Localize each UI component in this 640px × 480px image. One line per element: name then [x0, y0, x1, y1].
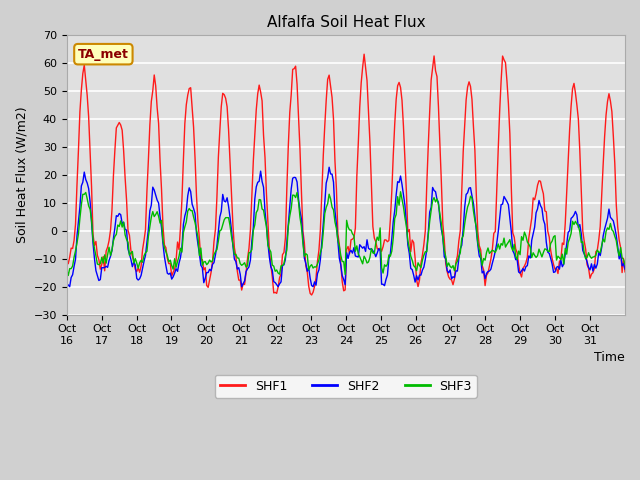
SHF3	[464, 204, 472, 210]
SHF2	[63, 284, 70, 289]
SHF3	[101, 252, 109, 258]
SHF3	[547, 240, 554, 246]
SHF1	[621, 269, 629, 275]
Line: SHF3: SHF3	[67, 192, 625, 276]
Y-axis label: Soil Heat Flux (W/m2): Soil Heat Flux (W/m2)	[15, 107, 28, 243]
SHF3	[620, 257, 627, 263]
SHF3	[83, 196, 91, 202]
SHF1	[99, 254, 107, 260]
SHF3	[63, 266, 70, 272]
SHF1	[82, 77, 90, 83]
SHF2	[621, 266, 629, 272]
SHF1	[63, 259, 70, 265]
SHF1	[351, 225, 359, 231]
SHF2	[82, 177, 90, 182]
Line: SHF1: SHF1	[67, 54, 625, 295]
SHF1	[547, 247, 554, 253]
SHF2	[462, 192, 470, 197]
Legend: SHF1, SHF2, SHF3: SHF1, SHF2, SHF3	[215, 375, 477, 398]
X-axis label: Time: Time	[595, 351, 625, 364]
SHF3	[351, 249, 359, 254]
SHF2	[545, 251, 553, 256]
Text: TA_met: TA_met	[78, 48, 129, 60]
SHF1	[308, 292, 316, 298]
SHF1	[620, 255, 627, 261]
Line: SHF2: SHF2	[67, 167, 625, 287]
SHF3	[65, 273, 72, 278]
SHF3	[621, 262, 629, 267]
SHF2	[325, 164, 333, 170]
SHF2	[99, 265, 107, 271]
Title: Alfalfa Soil Heat Flux: Alfalfa Soil Heat Flux	[267, 15, 425, 30]
SHF1	[360, 51, 368, 57]
SHF2	[618, 263, 626, 269]
SHF3	[397, 189, 404, 194]
SHF1	[464, 84, 472, 90]
SHF2	[351, 253, 359, 259]
